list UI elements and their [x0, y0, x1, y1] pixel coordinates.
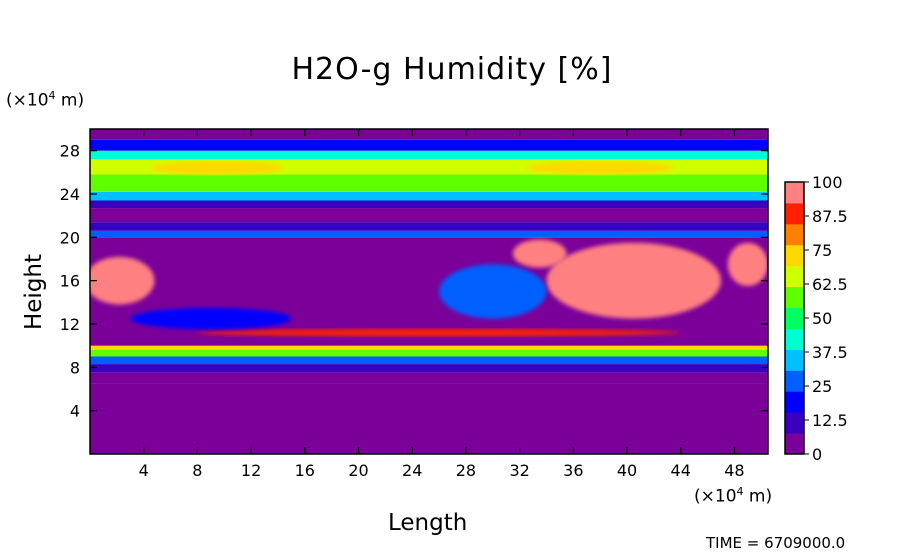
humidity-band-10 — [90, 200, 768, 209]
x-tick-label-32: 32 — [509, 461, 529, 480]
colorbar-tick-label-6: 25 — [812, 377, 832, 396]
colorbar-segment-3 — [785, 370, 804, 392]
humidity-band-3 — [90, 356, 768, 365]
x-tick-label-4: 4 — [139, 461, 149, 480]
y-tick-label-4: 4 — [70, 402, 80, 421]
colorbar-tick-label-0: 100 — [812, 173, 843, 192]
colorbar-tick-label-1: 87.5 — [812, 207, 848, 226]
colorbar-frame — [784, 181, 805, 455]
colorbar-segment-2 — [785, 391, 804, 413]
colorbar-tick-label-7: 12.5 — [812, 411, 848, 430]
colorbar-segment-11 — [785, 202, 804, 225]
humidity-band-7 — [90, 230, 768, 238]
humidity-band-14 — [90, 150, 768, 160]
humidity-region-2 — [512, 239, 567, 268]
humidity-band-12 — [90, 174, 768, 192]
x-tick-label-20: 20 — [348, 461, 368, 480]
colorbar-segment-7 — [785, 286, 804, 309]
x-tick-label-28: 28 — [456, 461, 476, 480]
colorbar-segment-0 — [785, 433, 804, 455]
humidity-band-11 — [90, 191, 768, 201]
x-tick-label-36: 36 — [563, 461, 583, 480]
colorbar-segment-10 — [785, 223, 804, 246]
humidity-band-8 — [90, 222, 768, 231]
x-tick-label-16: 16 — [295, 461, 315, 480]
colorbar-segment-1 — [785, 412, 804, 434]
colorbar-segment-4 — [785, 349, 804, 371]
humidity-region-7 — [439, 264, 547, 319]
humidity-band-5 — [90, 345, 768, 350]
humidity-band-0 — [90, 383, 768, 454]
chart-title: H2O-g Humidity [%] — [291, 52, 613, 87]
humidity-region-8 — [130, 307, 292, 330]
plot-frame — [89, 128, 769, 455]
y-tick-label-28: 28 — [60, 142, 80, 161]
colorbar-segment-5 — [785, 328, 804, 350]
colorbar-tick-label-4: 50 — [812, 309, 832, 328]
x-tick-label-24: 24 — [402, 461, 422, 480]
x-tick-label-44: 44 — [671, 461, 691, 480]
y-tick-label-20: 20 — [60, 228, 80, 247]
y-tick-label-8: 8 — [70, 358, 80, 377]
humidity-region-0 — [90, 256, 155, 305]
colorbar-tick-label-5: 37.5 — [812, 343, 848, 362]
humidity-region-5 — [526, 161, 675, 175]
colorbar-segment-6 — [785, 307, 804, 329]
y-tick-label-16: 16 — [60, 272, 80, 291]
y-tick-label-24: 24 — [60, 185, 80, 204]
colorbar-tick-label-3: 62.5 — [812, 275, 848, 294]
humidity-region-3 — [727, 242, 768, 287]
humidity-region-1 — [546, 242, 722, 319]
humidity-band-16 — [90, 129, 768, 140]
humidity-band-4 — [90, 350, 768, 357]
colorbar-segment-8 — [785, 265, 804, 288]
humidity-region-6 — [197, 328, 681, 337]
humidity-band-2 — [90, 364, 768, 373]
x-tick-label-8: 8 — [192, 461, 202, 480]
x-axis-unit: (×104 m) — [694, 485, 773, 507]
humidity-band-15 — [90, 139, 768, 151]
humidity-band-9 — [90, 208, 768, 223]
time-label: TIME = 6709000.0 — [706, 534, 846, 552]
y-tick-label-12: 12 — [60, 315, 80, 334]
colorbar-tick-label-8: 0 — [812, 445, 822, 464]
humidity-region-4 — [150, 161, 285, 175]
x-tick-label-48: 48 — [724, 461, 744, 480]
x-tick-label-12: 12 — [241, 461, 261, 480]
colorbar-segment-9 — [785, 244, 804, 267]
colorbar-tick-label-2: 75 — [812, 241, 832, 260]
x-tick-label-40: 40 — [617, 461, 637, 480]
x-axis-label: Length — [388, 510, 468, 536]
y-axis-unit: (×104 m) — [6, 89, 85, 111]
colorbar-segment-12 — [785, 182, 804, 204]
humidity-band-1 — [90, 372, 768, 384]
